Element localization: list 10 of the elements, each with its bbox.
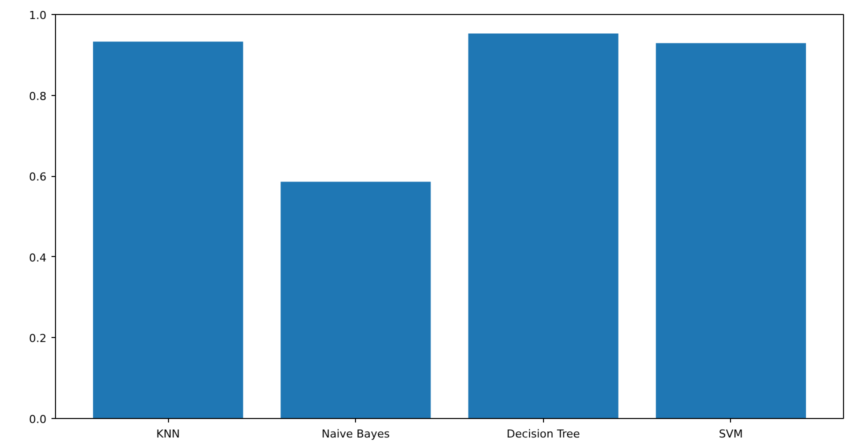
y-tick-label: 0.8 xyxy=(29,90,47,103)
x-tick-label: Naive Bayes xyxy=(322,428,390,440)
y-tick-label: 0.2 xyxy=(29,332,47,346)
x-tick-label: SVM xyxy=(718,428,743,440)
x-tick-label: Decision Tree xyxy=(506,428,580,440)
y-tick-label: 0.4 xyxy=(29,251,47,264)
y-tick-label: 0.6 xyxy=(29,170,47,184)
y-tick-label: 1.0 xyxy=(29,9,47,22)
x-tick-label: KNN xyxy=(156,428,180,440)
y-tick-label: 0.0 xyxy=(29,413,47,426)
